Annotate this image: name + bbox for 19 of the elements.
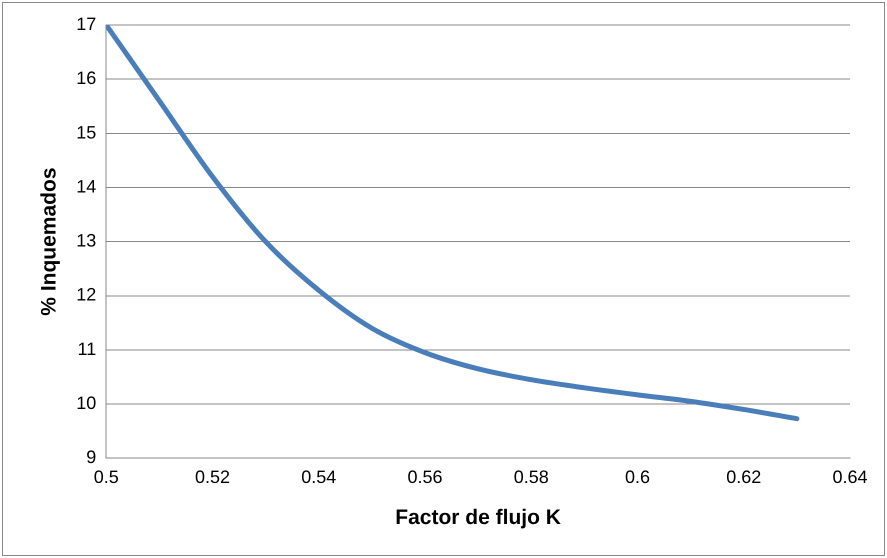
x-tick-label: 0.62 xyxy=(726,466,762,487)
y-tick-label: 9 xyxy=(86,447,96,468)
x-tick-label: 0.58 xyxy=(514,466,549,487)
y-tick-label: 14 xyxy=(76,176,96,196)
y-tick-label: 12 xyxy=(76,284,96,305)
x-tick-label: 0.5 xyxy=(94,466,119,487)
y-tick-label: 16 xyxy=(76,68,96,88)
x-tick-label: 0.64 xyxy=(832,466,868,487)
x-tick-label: 0.52 xyxy=(194,466,230,487)
x-tick-label: 0.56 xyxy=(407,466,443,487)
x-tick-label: 0.54 xyxy=(301,466,336,487)
y-tick-label: 13 xyxy=(76,230,96,251)
x-tick-label: 0.6 xyxy=(624,466,650,487)
x-axis-title: Factor de flujo K xyxy=(395,506,561,530)
y-tick-label: 17 xyxy=(76,14,96,34)
y-tick-label: 10 xyxy=(76,393,96,414)
y-tick-label: 15 xyxy=(76,122,96,142)
y-tick-label: 11 xyxy=(78,338,96,359)
y-axis-title: % Inquemados xyxy=(37,168,60,316)
